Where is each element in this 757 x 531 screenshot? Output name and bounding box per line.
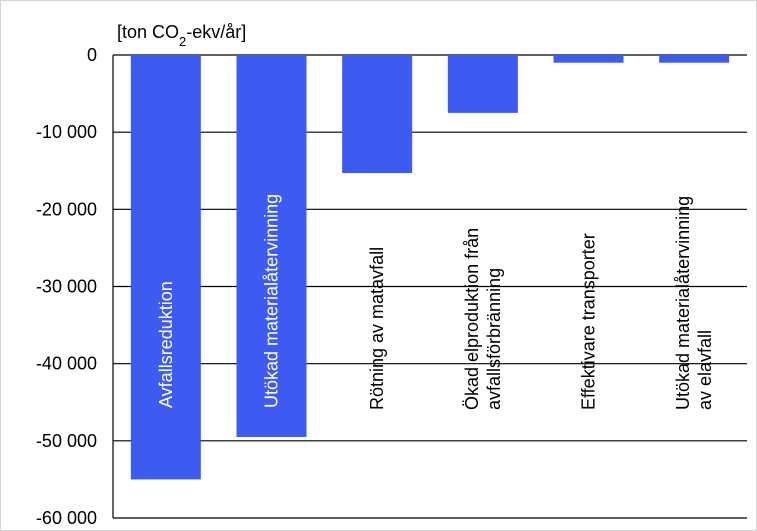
y-tick-label: -20 000 — [36, 199, 97, 219]
category-label: Ökad elproduktion från avfallsförbränning — [462, 228, 504, 410]
category-label: Avfallsreduktion — [156, 281, 176, 408]
category-label-line: Effektivare transporter — [579, 233, 599, 410]
unit-label-part: 2 — [179, 34, 186, 49]
y-axis-unit-label: [ton CO2-ekv/år] — [117, 22, 246, 49]
bar — [447, 55, 518, 113]
category-label: Effektivare transporter — [579, 233, 599, 410]
bars — [130, 55, 730, 480]
bar — [236, 55, 307, 437]
category-label-line: Ökad elproduktion från — [462, 228, 482, 410]
y-tick-label: -50 000 — [36, 431, 97, 451]
y-axis-ticks: 0 -10 000 -20 000 -30 000 -40 000 -50 000 -60 … — [36, 45, 97, 528]
category-label-line: Utökad materialåtervinning — [673, 196, 693, 410]
category-label-line: avfallsförbränning — [484, 268, 504, 410]
bar — [659, 55, 730, 63]
unit-label-part: [ton CO — [117, 22, 179, 42]
gridlines — [113, 54, 747, 519]
unit-label-part: -ekv/år] — [186, 22, 246, 42]
bar-labels: Avfallsreduktion Utökad materialåtervinni… — [156, 194, 715, 410]
bar — [130, 55, 201, 480]
y-tick-label: -40 000 — [36, 354, 97, 374]
category-label: Utökad materialåtervinning av elavfall — [673, 196, 715, 410]
bar — [342, 55, 413, 174]
y-tick-label: -30 000 — [36, 277, 97, 297]
y-tick-label: -60 000 — [36, 508, 97, 528]
category-label-line: Avfallsreduktion — [156, 281, 176, 408]
y-tick-label: -10 000 — [36, 122, 97, 142]
category-label-line: Rötning av matavfall — [367, 247, 387, 410]
bar — [553, 55, 624, 63]
y-tick-label: 0 — [87, 45, 97, 65]
category-label-line: Utökad materialåtervinning — [262, 194, 282, 408]
category-label-line: av elavfall — [695, 330, 715, 410]
category-label: Utökad materialåtervinning — [262, 194, 282, 408]
category-label: Rötning av matavfall — [367, 247, 387, 410]
